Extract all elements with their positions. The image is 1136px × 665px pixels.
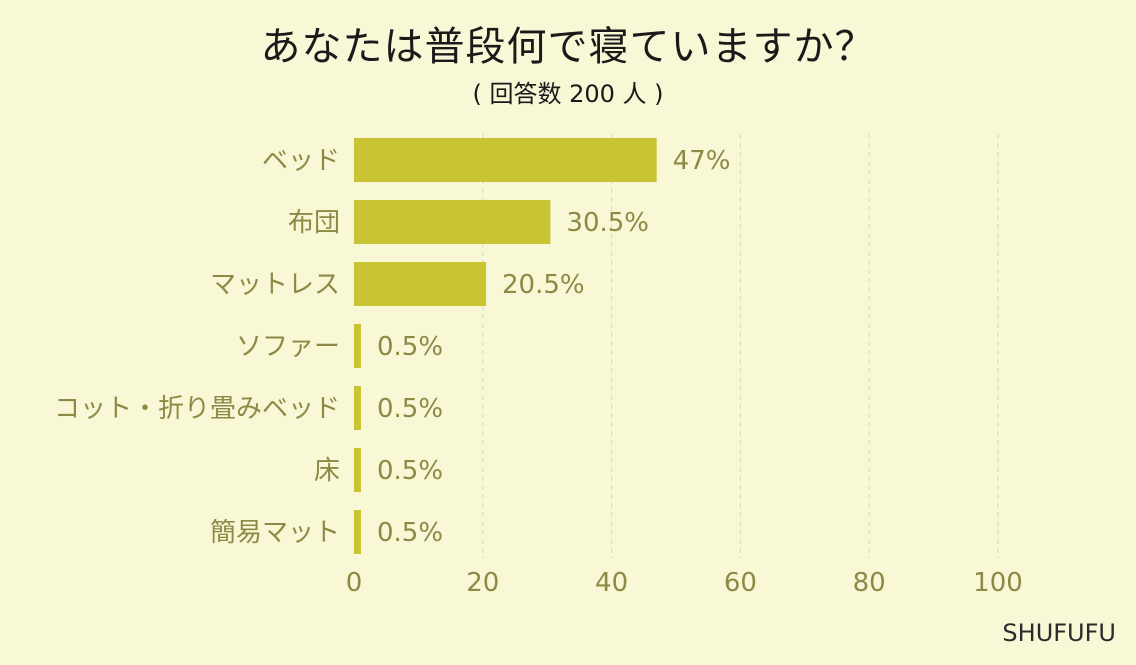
category-label: コット・折り畳みベッド bbox=[54, 394, 340, 424]
category-label: ベッド bbox=[262, 146, 340, 176]
bar bbox=[354, 138, 657, 182]
bar bbox=[354, 324, 361, 368]
category-label: マットレス bbox=[210, 270, 340, 300]
category-label: 布団 bbox=[288, 208, 340, 238]
bar bbox=[354, 262, 487, 306]
x-tick-label: 40 bbox=[595, 568, 628, 598]
category-label: 簡易マット bbox=[210, 518, 340, 548]
x-tick-label: 60 bbox=[724, 568, 757, 598]
data-label: 20.5% bbox=[502, 270, 585, 300]
x-tick-label: 20 bbox=[466, 568, 499, 598]
category-label: ソファー bbox=[236, 332, 340, 362]
bar bbox=[354, 448, 361, 492]
source-credit: SHUFUFU bbox=[1002, 619, 1116, 647]
category-label: 床 bbox=[314, 456, 340, 486]
bar bbox=[354, 386, 361, 430]
bar-layer bbox=[354, 138, 657, 554]
bar bbox=[354, 510, 361, 554]
label-layer: ベッド 47% 布団 30.5% マットレス 20.5% ソファー 0.5% コット・折り畳みベ… bbox=[54, 146, 730, 548]
bar bbox=[354, 200, 551, 244]
chart-title: あなたは普段何で寝ていますか？ bbox=[260, 24, 876, 70]
x-tick-label: 100 bbox=[973, 568, 1023, 598]
x-tick-label: 80 bbox=[853, 568, 886, 598]
data-label: 0.5% bbox=[377, 456, 443, 486]
tick-layer: 0 20 40 60 80 100 bbox=[346, 568, 1023, 598]
data-label: 0.5% bbox=[377, 332, 443, 362]
data-label: 0.5% bbox=[377, 394, 443, 424]
x-tick-label: 0 bbox=[346, 568, 363, 598]
data-label: 30.5% bbox=[566, 208, 649, 238]
grid-layer bbox=[482, 134, 999, 558]
data-label: 47% bbox=[673, 146, 731, 176]
data-label: 0.5% bbox=[377, 518, 443, 548]
chart-subtitle: ( 回答数 200 人 ) bbox=[472, 80, 664, 108]
